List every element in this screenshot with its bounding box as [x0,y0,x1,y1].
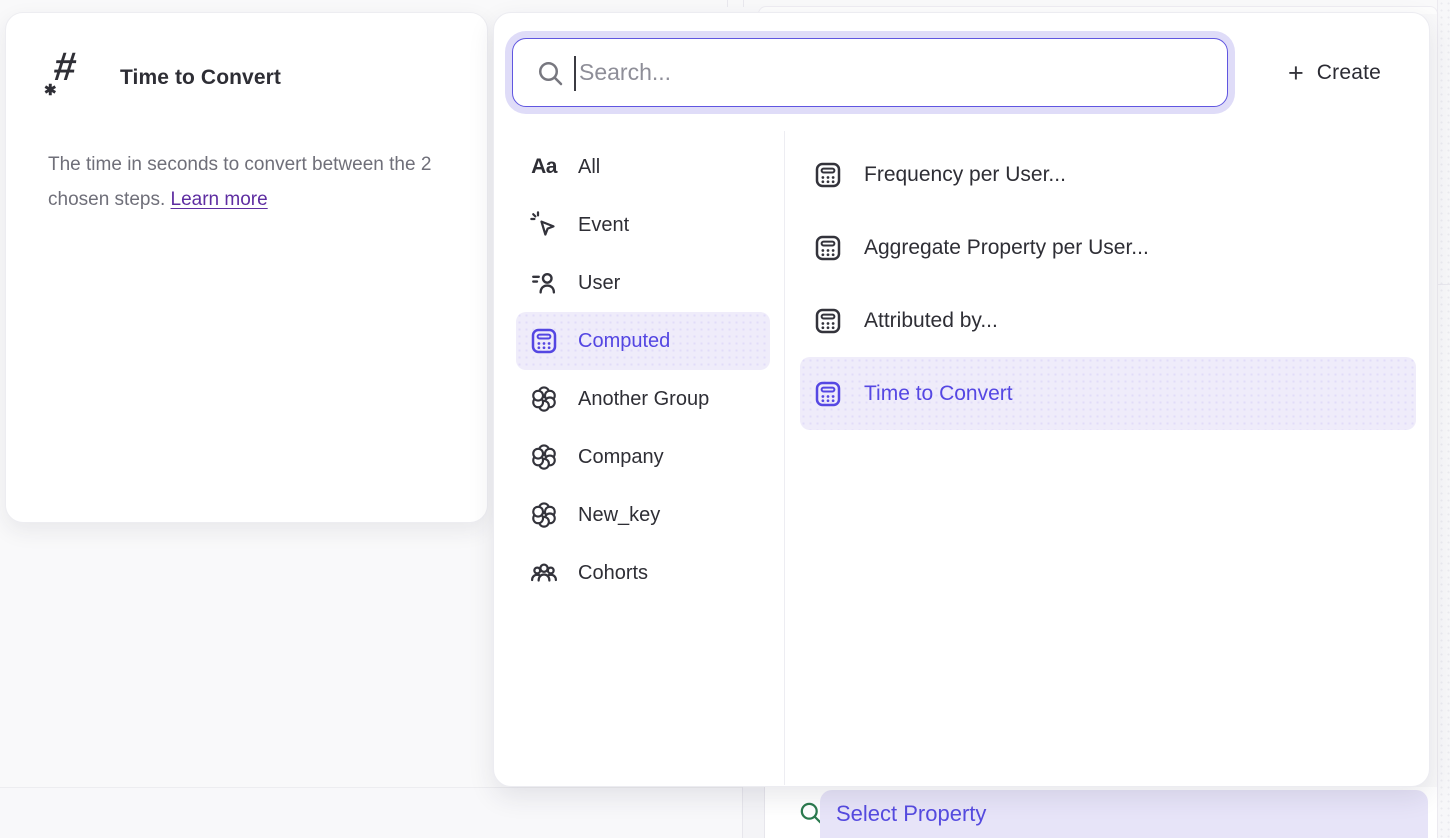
result-label: Attributed by... [864,308,998,332]
category-label: All [578,155,601,178]
result-label: Frequency per User... [864,162,1066,186]
category-computed[interactable]: Computed [516,312,770,370]
property-tooltip-card: # ✱ Time to Convert The time in seconds … [5,12,488,523]
category-label: User [578,271,621,294]
category-user[interactable]: User [516,254,770,312]
category-label: Company [578,445,664,468]
background-bottom-strip: Select Property [0,787,1450,838]
category-label: Cohorts [578,561,649,584]
result-label: Time to Convert [864,381,1013,405]
calculator-icon [813,379,843,409]
results-list: Frequency per User... Aggregate Property… [800,138,1416,430]
background-divider [1438,284,1450,285]
tooltip-description: The time in seconds to convert between t… [48,154,432,210]
background-divider [743,0,744,7]
category-label: Event [578,213,630,236]
group-cluster-icon [529,500,559,530]
result-frequency-per-user[interactable]: Frequency per User... [800,138,1416,211]
background-surface [742,787,765,838]
result-label: Aggregate Property per User... [864,235,1149,259]
category-sidebar: Aa All Event User Computed Another Group… [494,138,784,602]
plus-icon: + [1287,57,1304,88]
search-box[interactable] [512,38,1228,107]
calculator-icon [813,160,843,190]
category-company[interactable]: Company [516,428,770,486]
create-button-label: Create [1316,61,1381,84]
learn-more-link[interactable]: Learn more [170,189,268,210]
category-cohorts[interactable]: Cohorts [516,544,770,602]
background-divider [727,0,728,7]
category-another-group[interactable]: Another Group [516,370,770,428]
calculator-icon [529,326,559,356]
group-cluster-icon [529,442,559,472]
group-cluster-icon [529,384,559,414]
calculator-icon [813,306,843,336]
property-picker-panel: + Create Aa All Event User Computed Anot… [493,12,1430,787]
cohorts-people-icon [529,558,559,588]
tooltip-title: Time to Convert [120,66,281,89]
background-card-edge [1437,0,1450,838]
search-input[interactable] [513,39,1227,106]
category-all[interactable]: Aa All [516,138,770,196]
background-surface [0,787,742,838]
cursor-click-icon [529,210,559,240]
category-label: New_key [578,503,661,526]
letter-case-icon: Aa [531,155,557,178]
category-label: Another Group [578,387,710,410]
user-icon [529,268,559,298]
create-button[interactable]: + Create [1288,57,1381,89]
result-time-to-convert[interactable]: Time to Convert [800,357,1416,430]
number-property-hash-icon: # ✱ [44,45,78,99]
select-property-field[interactable]: Select Property [820,790,1428,838]
category-new-key[interactable]: New_key [516,486,770,544]
tooltip-header: # ✱ Time to Convert [6,13,487,101]
category-event[interactable]: Event [516,196,770,254]
result-aggregate-property-per-user[interactable]: Aggregate Property per User... [800,211,1416,284]
category-label: Computed [578,329,671,352]
result-attributed-by[interactable]: Attributed by... [800,284,1416,357]
calculator-icon [813,233,843,263]
sidebar-divider [784,131,785,785]
select-property-label: Select Property [836,801,987,826]
text-cursor [574,56,576,91]
